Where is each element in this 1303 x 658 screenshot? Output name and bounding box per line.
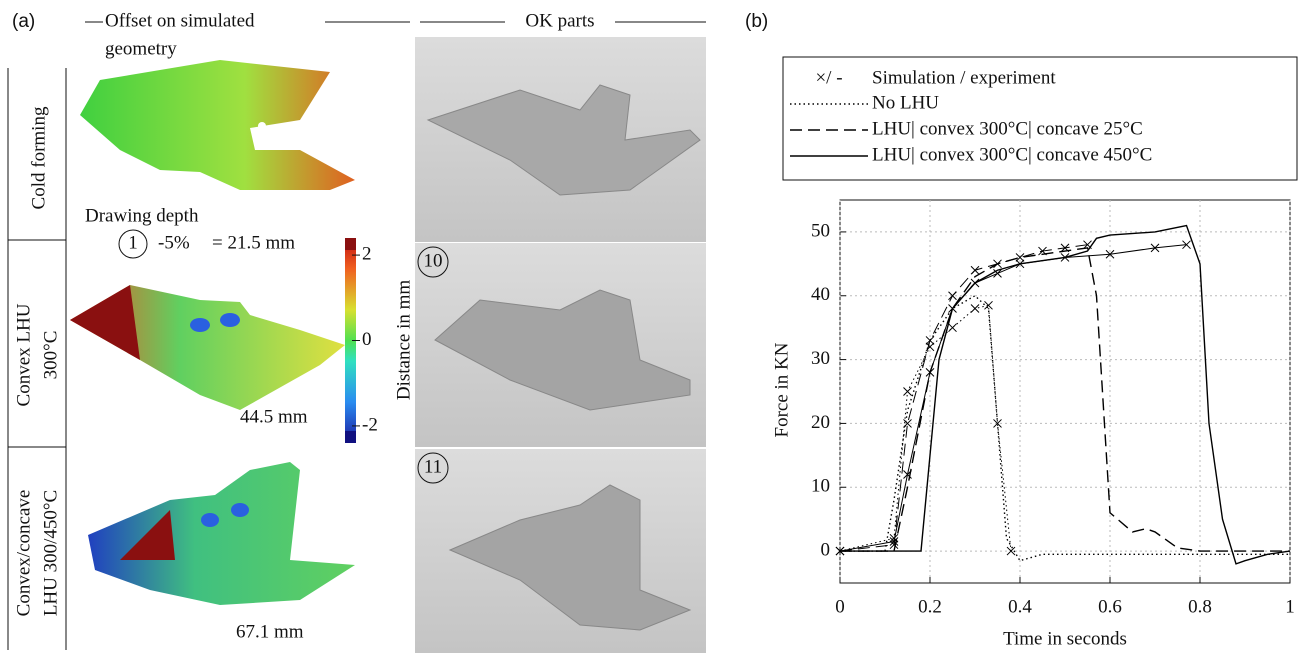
x-tick-label: 0.2	[918, 596, 942, 617]
photo-label: 10	[424, 250, 443, 271]
row-label: Cold forming	[28, 106, 49, 209]
header-right: OK parts	[525, 10, 594, 31]
simulation-marker	[948, 323, 957, 333]
simulation-line	[839, 244, 1187, 552]
row-label: 300°C	[40, 331, 61, 380]
colorbar-label: Distance in mm	[393, 280, 414, 401]
simulation-marker	[1060, 243, 1070, 253]
colorbar-extension	[345, 431, 356, 443]
simulation-marker	[1182, 240, 1191, 250]
photo	[415, 243, 706, 447]
simulation-marker	[835, 546, 845, 556]
legend-label: LHU| convex 300°C| concave 25°C	[872, 118, 1143, 139]
annotation: -5%	[158, 232, 190, 253]
marker-circle	[118, 229, 148, 259]
simulation-marker	[903, 387, 912, 396]
annotation: = 21.5 mm	[212, 232, 295, 253]
colorbar	[345, 238, 356, 443]
simulation-marker	[925, 367, 935, 377]
simulated-geometry	[80, 60, 355, 190]
annotation: 44.5 mm	[240, 406, 308, 427]
x-axis-label: Time in seconds	[1003, 628, 1127, 649]
annotation: Drawing depth	[85, 205, 199, 226]
row-label: Convex/concave	[13, 490, 34, 617]
legend	[782, 56, 1298, 181]
photo	[415, 449, 706, 653]
x-tick-label: 0.6	[1098, 596, 1122, 617]
simulation-marker	[948, 291, 957, 301]
simulation-marker	[903, 470, 912, 479]
x-tick-label: 1	[1285, 596, 1295, 617]
simulation-marker	[1150, 243, 1160, 253]
simulation-marker	[993, 269, 1002, 278]
simulation-line	[839, 244, 1088, 552]
y-tick-label: 10	[811, 476, 830, 497]
legend-label: Simulation / experiment	[872, 67, 1056, 88]
experiment-line	[840, 247, 1290, 552]
colorbar-extension	[345, 238, 356, 250]
simulation-line	[839, 304, 1012, 552]
y-tick-label: 30	[811, 348, 830, 369]
simulation-marker	[970, 278, 980, 288]
colorbar-tick-label: 0	[362, 329, 372, 350]
colorbar-tick-label: -2	[362, 414, 378, 435]
header-left: geometry	[105, 38, 177, 59]
x-tick-label: 0	[835, 596, 845, 617]
y-tick-label: 20	[811, 412, 830, 433]
legend-label: LHU| convex 300°C| concave 450°C	[872, 144, 1152, 165]
simulation-marker	[1060, 253, 1070, 262]
colorbar-tick-label: 2	[362, 243, 372, 264]
y-axis-label: Force in KN	[771, 342, 792, 437]
simulation-marker	[889, 537, 899, 546]
simulation-marker	[903, 419, 912, 428]
row-label: LHU 300/450°C	[40, 490, 61, 616]
legend-label: No LHU	[872, 92, 939, 113]
panel-label: (b)	[745, 11, 768, 32]
simulation-marker	[970, 265, 980, 275]
panel-label: (a)	[12, 11, 35, 32]
legend-symbol: ×/ -	[815, 67, 842, 88]
row-label: Convex LHU	[13, 303, 34, 406]
y-tick-label: 40	[811, 284, 830, 305]
y-tick-label: 0	[821, 539, 831, 560]
simulation-marker	[970, 304, 980, 313]
header-left: Offset on simulated	[105, 10, 255, 31]
simulation-marker	[1015, 259, 1025, 269]
photo	[415, 37, 706, 242]
simulation-marker	[993, 419, 1002, 428]
simulation-marker	[984, 300, 993, 310]
photo-label: 11	[424, 456, 442, 477]
y-tick-label: 50	[811, 220, 830, 241]
x-tick-label: 0.8	[1188, 596, 1212, 617]
experiment-line	[840, 224, 1291, 565]
annotation: 1	[128, 232, 138, 253]
annotation: 67.1 mm	[236, 621, 304, 642]
simulation-marker	[993, 259, 1002, 269]
simulation-marker	[1006, 546, 1016, 556]
simulation-marker	[948, 304, 957, 313]
x-tick-label: 0.4	[1008, 596, 1032, 617]
simulated-geometry	[70, 285, 345, 410]
simulation-marker	[1015, 253, 1025, 262]
simulated-geometry	[88, 462, 355, 605]
simulation-marker	[1105, 249, 1115, 259]
simulation-marker	[925, 336, 935, 345]
simulation-marker	[1038, 246, 1047, 256]
